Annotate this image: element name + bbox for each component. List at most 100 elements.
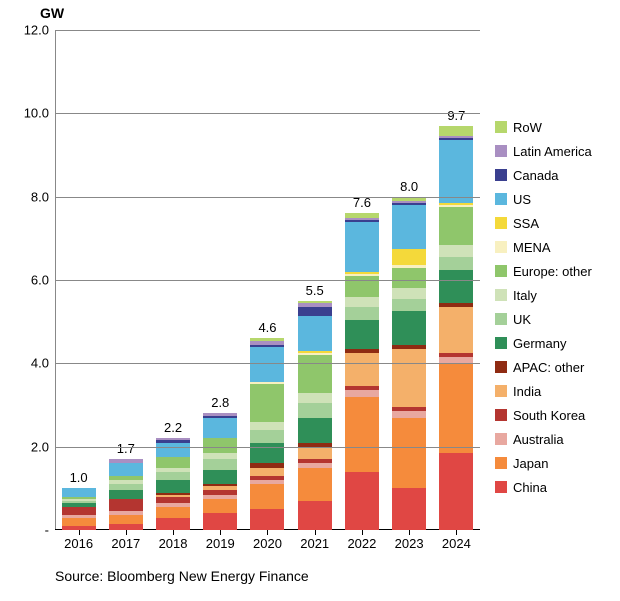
bar-segment-us (298, 316, 332, 351)
legend-label: APAC: other (513, 360, 584, 375)
y-tick-label: 6.0 (31, 273, 49, 288)
bar-segment-italy (250, 422, 284, 430)
bar-stack (109, 459, 143, 530)
bar-stack (203, 413, 237, 530)
bar-segment-germany (392, 311, 426, 344)
legend-item-mena: MENA (495, 238, 592, 256)
bar-segment-germany (345, 320, 379, 349)
legend-label: UK (513, 312, 531, 327)
legend-label: China (513, 480, 547, 495)
bar-segment-italy (439, 245, 473, 258)
y-tick-label: 10.0 (24, 106, 49, 121)
bar-segment-china (439, 453, 473, 530)
gridline (55, 363, 480, 364)
bar-segment-italy (345, 297, 379, 307)
legend-label: Latin America (513, 144, 592, 159)
bar-segment-uk (392, 299, 426, 312)
legend-swatch (495, 481, 507, 493)
gridline (55, 197, 480, 198)
legend-swatch (495, 409, 507, 421)
bar-segment-japan (156, 507, 190, 517)
bar-segment-germany (203, 470, 237, 485)
bar-segment-uk (345, 307, 379, 320)
bar-total-label: 1.0 (62, 470, 96, 485)
bar-segment-india (345, 353, 379, 386)
chart-page: GW 1.020161.720172.220182.820194.620205.… (0, 0, 620, 601)
bar-segment-china (392, 488, 426, 530)
bar-segment-us (203, 418, 237, 439)
legend-swatch (495, 265, 507, 277)
legend-label: Australia (513, 432, 564, 447)
legend-swatch (495, 385, 507, 397)
legend-item-germany: Germany (495, 334, 592, 352)
legend-item-europe_other: Europe: other (495, 262, 592, 280)
legend-item-india: India (495, 382, 592, 400)
y-tick-label: 12.0 (24, 23, 49, 38)
bar-segment-china (156, 518, 190, 531)
bar-segment-us (250, 347, 284, 382)
x-tick-mark (315, 530, 316, 535)
bar-segment-india (392, 349, 426, 407)
legend-label: US (513, 192, 531, 207)
x-tick-mark (362, 530, 363, 535)
bar-stack (250, 338, 284, 530)
bar-segment-uk (298, 403, 332, 418)
legend-item-apac_other: APAC: other (495, 358, 592, 376)
y-tick-label: 4.0 (31, 356, 49, 371)
y-tick-label: 2.0 (31, 439, 49, 454)
x-tick-mark (267, 530, 268, 535)
bar-segment-south_korea (62, 507, 96, 515)
bar-segment-germany (109, 490, 143, 498)
x-tick-label: 2020 (250, 536, 284, 551)
legend-swatch (495, 289, 507, 301)
bar-segment-germany (439, 270, 473, 303)
bar-segment-germany (250, 443, 284, 464)
x-tick-label: 2017 (109, 536, 143, 551)
bar-segment-ssa (392, 249, 426, 266)
bar-segment-china (345, 472, 379, 530)
gridline (55, 447, 480, 448)
legend-swatch (495, 145, 507, 157)
bar-segment-south_korea (109, 499, 143, 512)
legend-swatch (495, 121, 507, 133)
legend-swatch (495, 241, 507, 253)
x-tick-label: 2022 (345, 536, 379, 551)
bar-total-label: 5.5 (298, 283, 332, 298)
bar-segment-japan (439, 363, 473, 453)
bar-segment-china (298, 501, 332, 530)
gridline (55, 30, 480, 31)
legend-item-ssa: SSA (495, 214, 592, 232)
x-tick-label: 2023 (392, 536, 426, 551)
bar-segment-us (345, 222, 379, 272)
bar-segment-uk (203, 459, 237, 469)
bar-stack (298, 301, 332, 530)
source-caption: Source: Bloomberg New Energy Finance (55, 568, 309, 584)
bar-stack (156, 438, 190, 530)
bar-segment-italy (298, 393, 332, 403)
x-tick-mark (79, 530, 80, 535)
legend-item-latam: Latin America (495, 142, 592, 160)
bar-segment-europe_other (345, 276, 379, 297)
bar-total-label: 4.6 (250, 320, 284, 335)
x-tick-label: 2019 (203, 536, 237, 551)
bar-segment-china (250, 509, 284, 530)
legend-label: Europe: other (513, 264, 592, 279)
x-tick-label: 2021 (298, 536, 332, 551)
bar-stack (62, 488, 96, 530)
bar-segment-us (392, 205, 426, 249)
bar-segment-europe_other (392, 268, 426, 289)
x-tick-mark (456, 530, 457, 535)
x-tick-label: 2018 (156, 536, 190, 551)
bar-stack (345, 213, 379, 530)
bar-segment-europe_other (439, 207, 473, 245)
bar-segment-uk (439, 257, 473, 270)
bar-segment-us (62, 488, 96, 496)
legend-label: Germany (513, 336, 566, 351)
bar-segment-japan (345, 397, 379, 472)
legend-label: Italy (513, 288, 537, 303)
legend-swatch (495, 361, 507, 373)
bar-segment-japan (203, 499, 237, 514)
bar-stack (439, 126, 473, 530)
bar-segment-japan (62, 518, 96, 526)
legend-item-uk: UK (495, 310, 592, 328)
